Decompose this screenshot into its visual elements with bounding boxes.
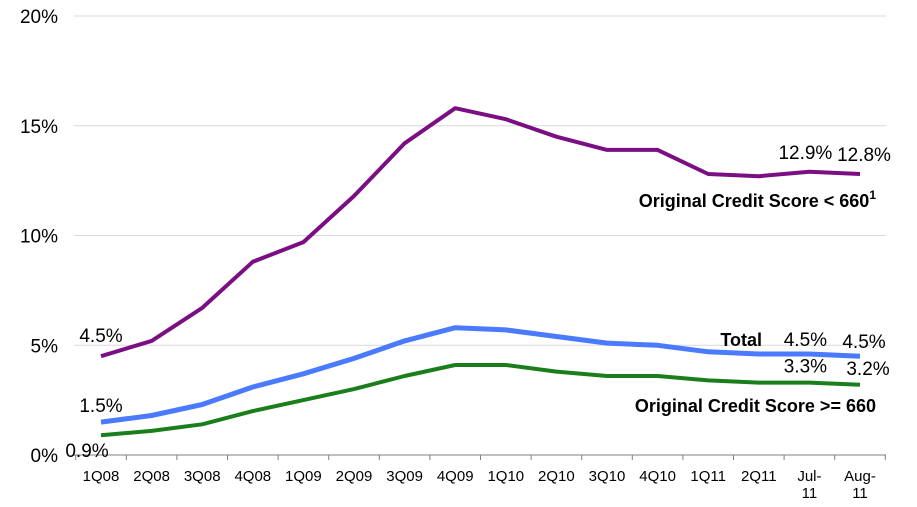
x-tick-label: Aug-11	[844, 468, 876, 502]
series-line-3	[100, 363, 861, 438]
series-line-1	[100, 106, 861, 359]
series-lines	[100, 106, 861, 438]
x-tick-label: 1Q09	[285, 468, 322, 485]
x-tick-label-line: 3Q09	[386, 468, 423, 485]
x-tick-label: 2Q09	[336, 468, 373, 485]
y-tick-label: 0%	[31, 446, 59, 467]
data-label: 4.5%	[79, 326, 122, 347]
x-tick-label: 2Q08	[133, 468, 170, 485]
x-tick-label-line: 3Q10	[589, 468, 626, 485]
x-tick-label: 3Q09	[386, 468, 423, 485]
data-label: 12.8%	[837, 145, 891, 166]
series-name-label: Original Credit Score < 6601	[639, 188, 877, 211]
x-tick-label: 4Q08	[234, 468, 271, 485]
x-tick-label: 1Q11	[690, 468, 726, 485]
gridlines	[74, 15, 886, 346]
x-axis: 1Q08 2Q08 3Q08 4Q08 1Q09 2Q09 3Q09 4Q09 1Q10 2Q10…	[74, 454, 886, 502]
y-tick-label: 15%	[20, 117, 58, 138]
y-axis-ticks: 0% 5% 10% 15% 20%	[20, 7, 58, 467]
y-tick-label: 10%	[20, 227, 58, 248]
footnote-superscript: 1	[869, 188, 876, 202]
x-tick-label: 3Q08	[184, 468, 221, 485]
x-tick-label: 4Q09	[437, 468, 474, 485]
x-tick-label-line: 1Q11	[690, 468, 726, 485]
x-tick-label-line: 4Q08	[234, 468, 271, 485]
x-tick-label-line: 2Q08	[133, 468, 170, 485]
x-tick-label: 1Q08	[83, 468, 120, 485]
data-label: 12.9%	[778, 143, 832, 164]
data-labels: 4.5% 12.9% 12.8% 1.5% 4.5% 4.5% 0.9% 3.3% 3.2%	[65, 143, 891, 462]
data-label: 0.9%	[65, 441, 108, 462]
data-label: 1.5%	[79, 396, 122, 417]
series-line-2	[100, 325, 861, 425]
x-tick-label: 1Q10	[487, 468, 524, 485]
x-tick-label-line: 4Q10	[639, 468, 676, 485]
x-tick-label-line: 1Q08	[83, 468, 120, 485]
series-name-labels: Original Credit Score < 6601 Total Origina…	[635, 188, 876, 416]
x-tick-label: 4Q10	[639, 468, 676, 485]
data-label: 3.2%	[846, 359, 889, 380]
series-name-label: Total	[720, 330, 762, 350]
x-tick-label-line: 11	[852, 485, 868, 502]
x-tick-label-line: 2Q10	[538, 468, 575, 485]
x-tick-label-line: 3Q08	[184, 468, 221, 485]
x-tick-label-line: 1Q09	[285, 468, 322, 485]
series-name-label: Original Credit Score >= 660	[635, 396, 876, 416]
x-tick-label-line: Aug-	[844, 468, 876, 485]
x-tick-label-line: Jul-	[797, 468, 821, 485]
x-tick-label: 3Q10	[589, 468, 626, 485]
series-name-text: Total	[720, 330, 762, 350]
series-name-text: Original Credit Score >= 660	[635, 396, 876, 416]
series-name-text: Original Credit Score < 660	[639, 191, 870, 211]
x-tick-label-line: 2Q11	[741, 468, 777, 485]
x-tick-label-line: 4Q09	[437, 468, 474, 485]
x-tick-label: 2Q10	[538, 468, 575, 485]
x-tick-label-line: 2Q09	[336, 468, 373, 485]
y-tick-label: 5%	[31, 336, 59, 357]
x-tick-label: 2Q11	[741, 468, 777, 485]
data-label: 3.3%	[784, 357, 827, 378]
x-tick-label-line: 11	[802, 485, 818, 502]
y-tick-label: 20%	[20, 7, 58, 28]
data-label: 4.5%	[842, 332, 885, 353]
data-label: 4.5%	[784, 330, 827, 351]
x-tick-label-line: 1Q10	[487, 468, 524, 485]
x-tick-label: Jul-11	[797, 468, 821, 502]
